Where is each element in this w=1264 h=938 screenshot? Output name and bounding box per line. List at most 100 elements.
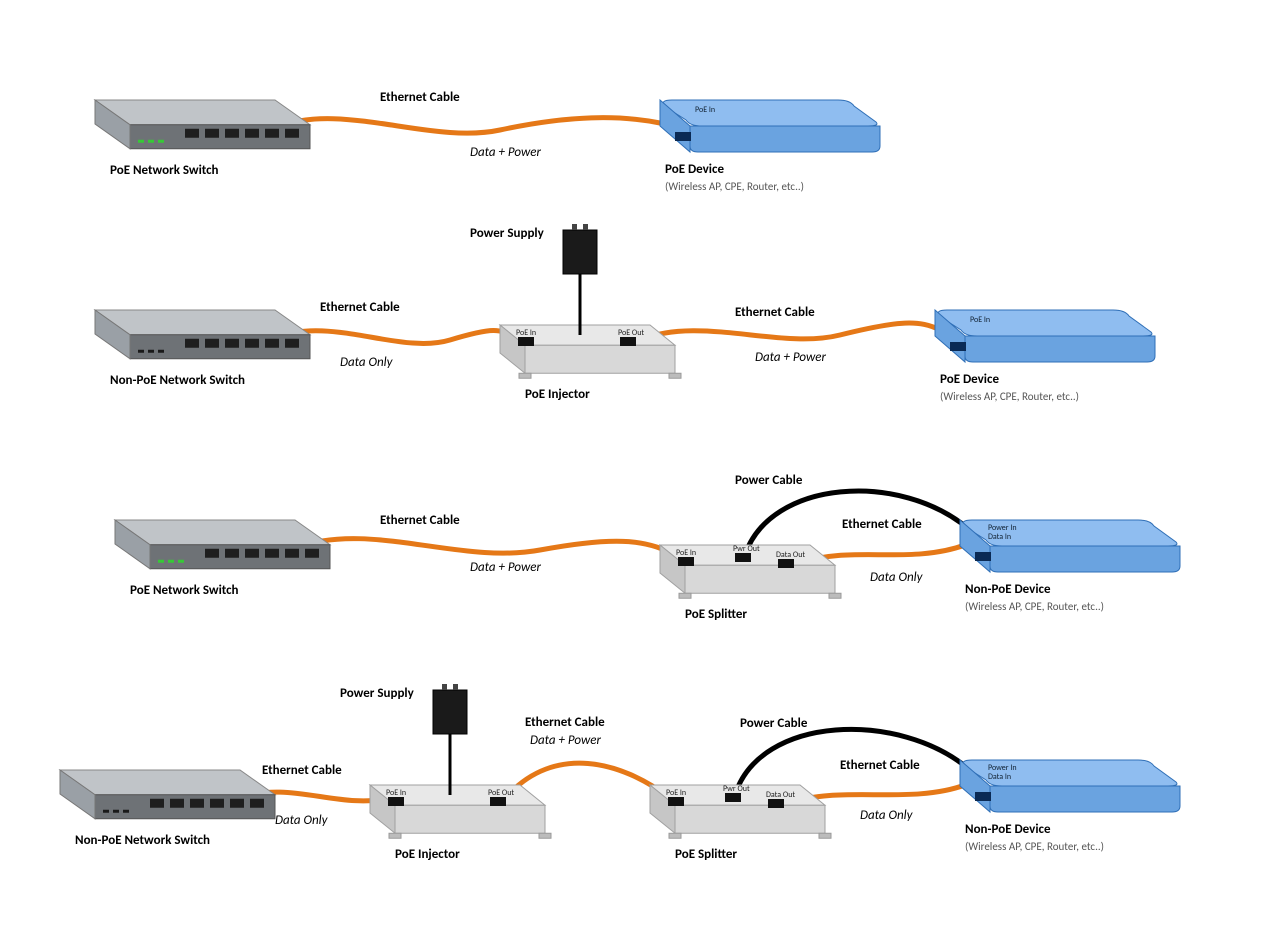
device-port-label: PoE In [970,315,990,325]
box-port-label: PoE Out [488,788,514,798]
switch-port [150,799,164,808]
power-brick [433,690,467,734]
cable-label: Ethernet Cable [380,513,460,528]
switch-front [130,125,310,149]
ethernet-cable [275,118,660,133]
device-front [690,126,880,152]
cable-sublabel: Data + Power [470,560,541,575]
box-port-label: Pwr Out [733,544,760,554]
switch-port [205,339,219,348]
switch-port [225,339,239,348]
box-port [768,799,784,808]
switch-front [130,335,310,359]
switch-front [150,545,330,569]
device-sublabel: (Wireless AP, CPE, Router, etc..) [965,840,1104,853]
switch-led [138,350,144,353]
switch-label: Non-PoE Network Switch [75,833,210,848]
switch-port [285,339,299,348]
switch-front [95,795,275,819]
switch-port [265,129,279,138]
device-label: PoE Device [665,162,724,177]
switch-top [95,100,310,125]
box-port [668,797,684,806]
poe-splitter-front [685,565,835,593]
cable-label: Power Cable [740,716,807,731]
switch-port [210,799,224,808]
poe-injector-label: PoE Injector [525,387,590,402]
switch-port [205,129,219,138]
device-port [675,132,691,141]
switch-led [158,350,164,353]
device-front [990,786,1180,812]
cable-sublabel: Data Only [340,355,392,370]
ethernet-cable [640,323,940,340]
poe-injector-front [525,345,675,373]
device-port-label: Data In [988,772,1011,782]
ethernet-cable [508,763,670,798]
switch-led [103,810,109,813]
cable-label: Ethernet Cable [735,305,815,320]
box-port [388,797,404,806]
switch-port [265,339,279,348]
switch-label: PoE Network Switch [110,163,219,178]
device-front [990,546,1180,572]
box-port-label: PoE Out [618,328,644,338]
switch-port [250,799,264,808]
box-port [735,553,751,562]
cable-sublabel: Data + Power [470,145,541,160]
power-supply-label: Power Supply [340,686,414,701]
switch-top [95,310,310,335]
cable-label: Ethernet Cable [842,517,922,532]
switch-port [205,549,219,558]
poe-topology-diagram: PoE In PoE In PoE Out PoE In PoE In Pwr Out Da… [0,0,1264,938]
device-sublabel: (Wireless AP, CPE, Router, etc..) [940,390,1079,403]
switch-port [170,799,184,808]
switch-top [60,770,275,795]
device-label: Non-PoE Device [965,582,1051,597]
poe-splitter-label: PoE Splitter [675,847,737,862]
box-port-label: Data Out [766,790,795,800]
switch-led [148,350,154,353]
device-port-label: PoE In [695,105,715,115]
box-port-label: Pwr Out [723,784,750,794]
switch-led [168,560,174,563]
switch-port [265,549,279,558]
box-port-label: PoE In [676,548,696,558]
power-brick [563,230,597,274]
switch-label: PoE Network Switch [130,583,239,598]
cable-label: Ethernet Cable [262,763,342,778]
switch-port [230,799,244,808]
switch-port [285,549,299,558]
switch-top [115,520,330,545]
switch-led [178,560,184,563]
box-port [725,793,741,802]
ethernet-cable [295,539,680,558]
cable-label: Ethernet Cable [380,90,460,105]
cable-sublabel: Data Only [275,813,327,828]
device-port-label: Data In [988,532,1011,542]
switch-port [245,549,259,558]
poe-splitter-front [675,805,825,833]
device-port [950,342,966,351]
poe-injector-label: PoE Injector [395,847,460,862]
cable-sublabel: Data + Power [755,350,826,365]
box-port [678,557,694,566]
poe-injector-front [395,805,545,833]
switch-led [113,810,119,813]
box-port-label: Data Out [776,550,805,560]
switch-port [285,129,299,138]
switch-port [305,549,319,558]
switch-port [225,549,239,558]
box-port-label: PoE In [386,788,406,798]
box-port [778,559,794,568]
device-sublabel: (Wireless AP, CPE, Router, etc..) [665,180,804,193]
device-front [965,336,1155,362]
cable-label: Power Cable [735,473,802,488]
switch-led [123,810,129,813]
device-port [975,552,991,561]
cable-sublabel: Data + Power [530,733,601,748]
box-port [518,337,534,346]
cable-label: Ethernet Cable [840,758,920,773]
switch-label: Non-PoE Network Switch [110,373,245,388]
switch-port [185,339,199,348]
